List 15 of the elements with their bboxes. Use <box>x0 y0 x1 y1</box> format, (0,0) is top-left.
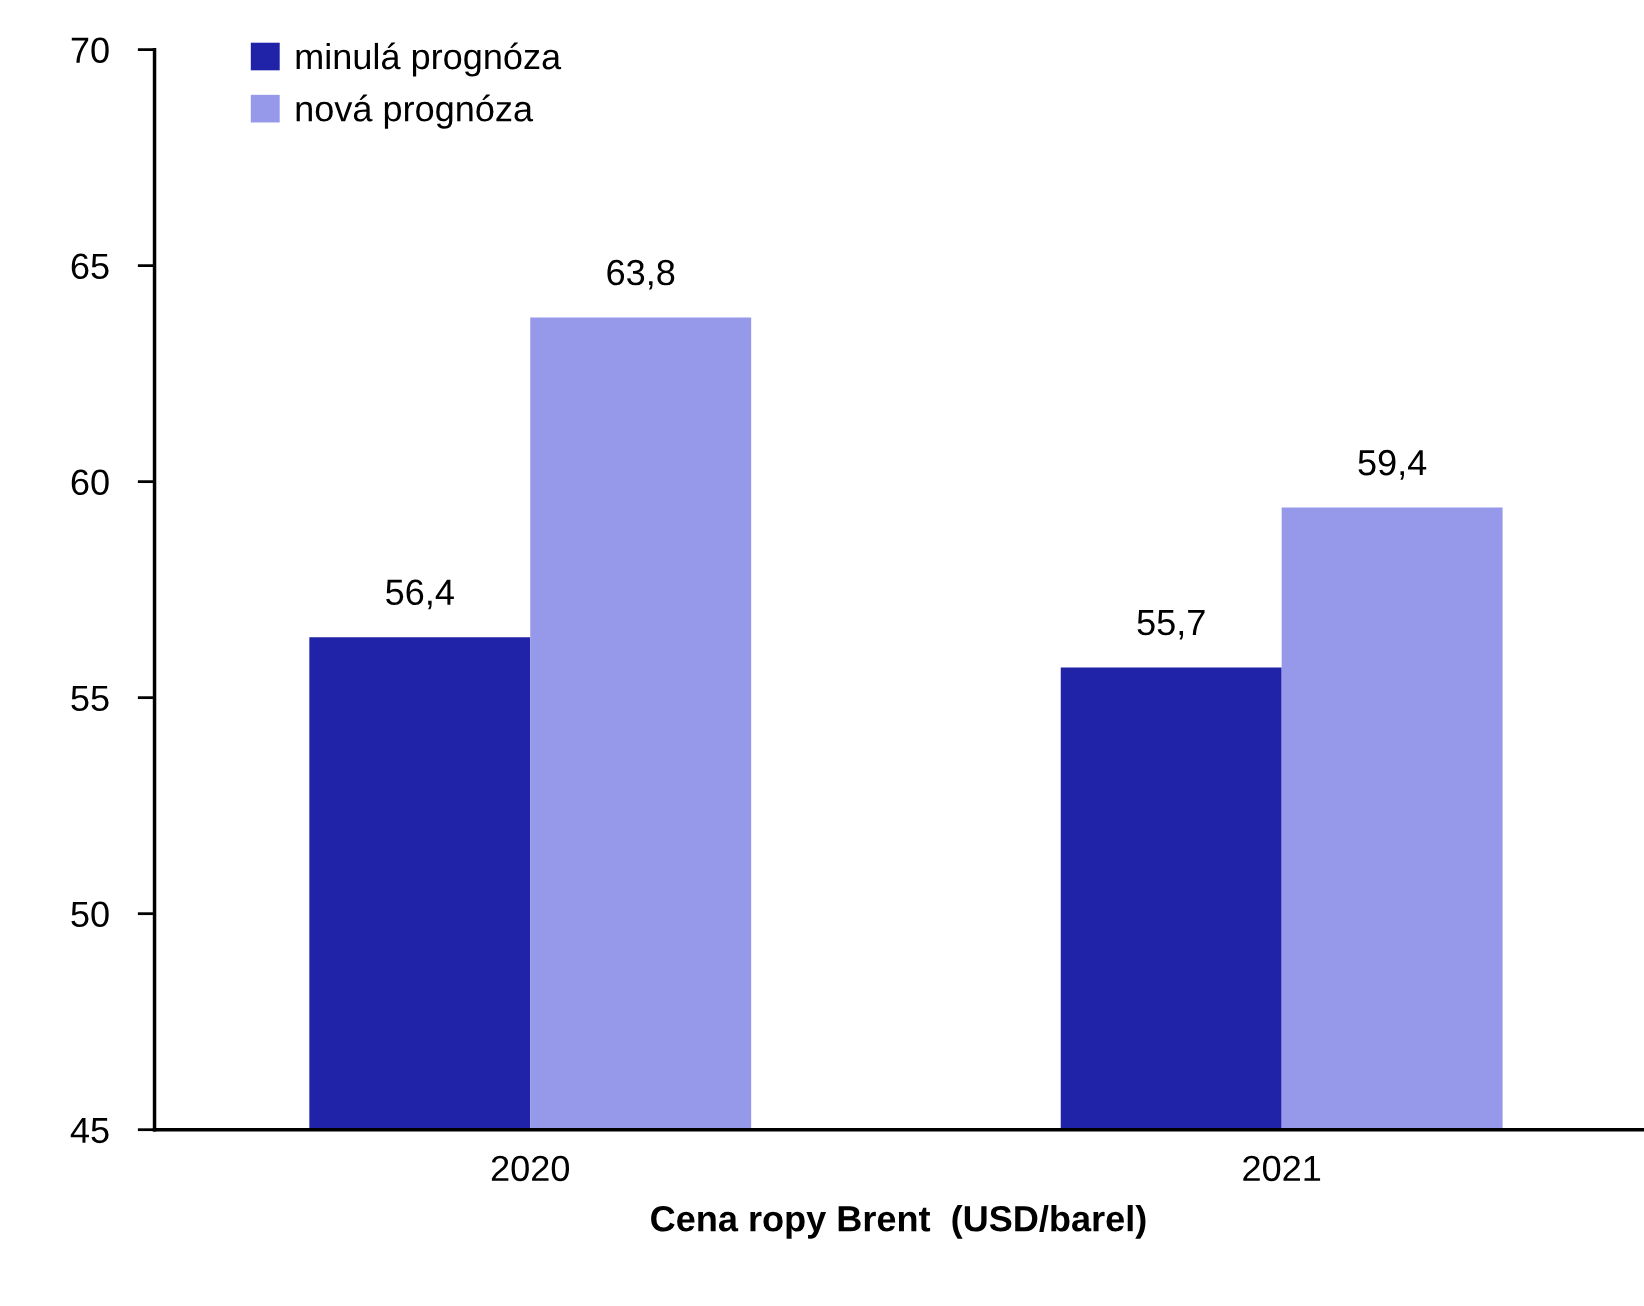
legend-label: nová prognóza <box>296 94 534 129</box>
y-tick-label: 60 <box>71 469 109 496</box>
data-label: 59,4 <box>1358 449 1427 480</box>
y-tick-label: 55 <box>71 685 109 712</box>
x-axis-title: Cena ropy Brent (USD/barel) <box>651 1205 1146 1239</box>
y-tick-label: 65 <box>71 253 109 280</box>
y-tick-label: 50 <box>71 901 109 928</box>
y-tick-label: 45 <box>70 1117 109 1144</box>
data-label: 55,7 <box>1137 610 1205 640</box>
data-label: 56,4 <box>386 579 454 610</box>
legend-label: minulá prognóza <box>296 42 562 77</box>
data-label: 63,8 <box>607 259 675 290</box>
x-tick-label: 2020 <box>491 1155 570 1182</box>
y-tick-label: 70 <box>71 37 109 64</box>
x-tick-label: 2021 <box>1243 1155 1321 1182</box>
